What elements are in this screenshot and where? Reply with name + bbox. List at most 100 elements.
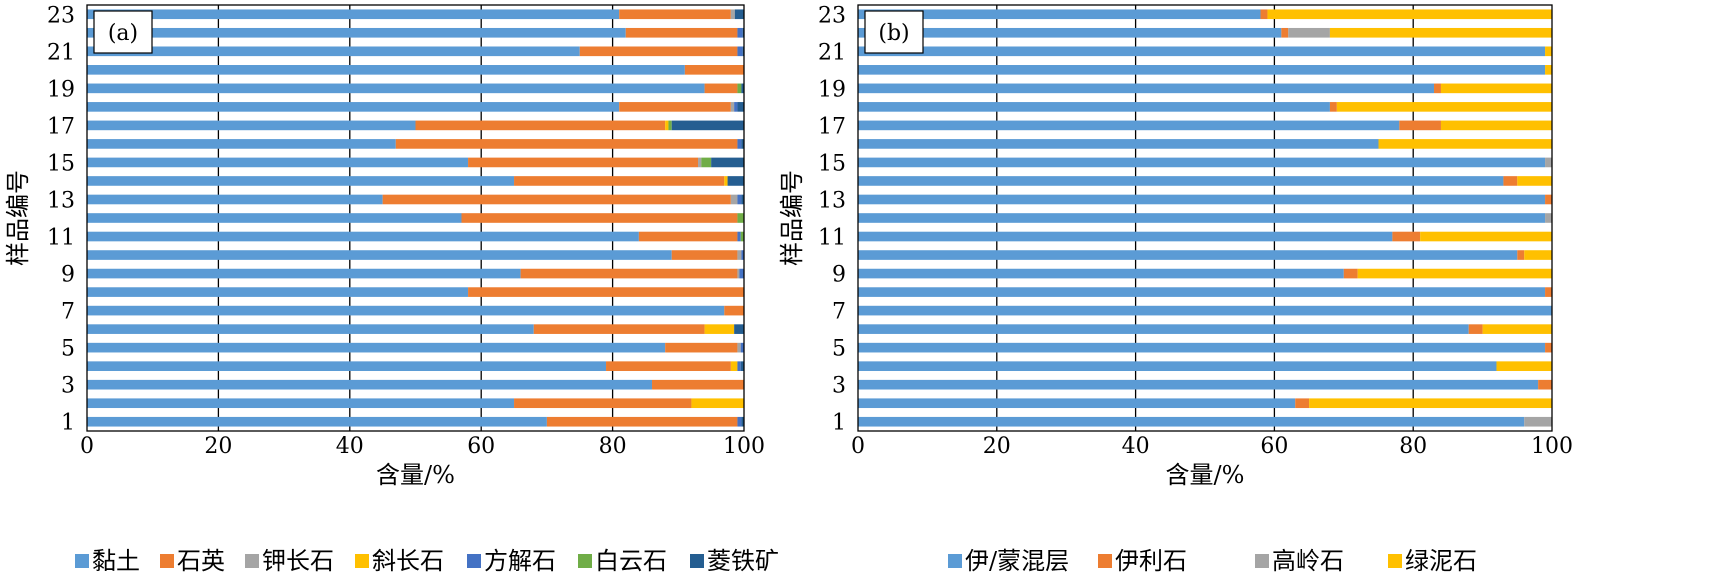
x-tick-label: 100 bbox=[723, 434, 765, 459]
bar-segment bbox=[87, 231, 639, 242]
bar-segment bbox=[858, 361, 1497, 371]
bar-segment bbox=[1545, 65, 1552, 75]
bar-segment bbox=[87, 416, 547, 427]
bar-segment bbox=[858, 398, 1296, 409]
y-tick-label: 9 bbox=[832, 263, 846, 288]
bar-segment bbox=[858, 65, 1546, 75]
bar-segment bbox=[1281, 27, 1289, 38]
bar-segment bbox=[858, 324, 1469, 334]
y-tick-label: 9 bbox=[61, 263, 75, 288]
bar-segment bbox=[1336, 102, 1552, 112]
bar-segment bbox=[1496, 361, 1552, 371]
bar-segment bbox=[734, 9, 744, 20]
bar-segment bbox=[858, 287, 1546, 297]
bar-segment bbox=[858, 9, 1261, 20]
plot-frame bbox=[86, 4, 745, 432]
bar-segment bbox=[1545, 157, 1552, 168]
legend-swatch bbox=[1255, 554, 1269, 568]
chart-panel-a: 0 20 40 60 80 1001357911131517192123含量/%样品编号(… bbox=[4, 3, 779, 575]
bar-segment bbox=[619, 9, 731, 20]
bar-segment bbox=[739, 268, 744, 279]
bar-segment bbox=[87, 9, 620, 20]
y-tick-label: 1 bbox=[61, 411, 75, 436]
y-tick-label: 1 bbox=[832, 411, 846, 436]
panel-label-box bbox=[93, 10, 153, 54]
bar-segment bbox=[1392, 231, 1421, 242]
x-tick-label: 80 bbox=[1399, 434, 1427, 459]
bar-segment bbox=[1329, 102, 1337, 112]
bar-segment bbox=[1378, 139, 1552, 149]
bar-segment bbox=[858, 231, 1393, 242]
panel-label: (a) bbox=[108, 21, 138, 46]
bar-segment bbox=[87, 398, 515, 409]
legend-label: 高岭石 bbox=[1272, 547, 1344, 575]
bar-segment bbox=[737, 194, 742, 205]
x-tick-label: 60 bbox=[1260, 434, 1288, 459]
x-tick-label: 0 bbox=[851, 434, 865, 459]
bar-segment bbox=[1524, 416, 1552, 427]
y-tick-label: 5 bbox=[61, 337, 75, 362]
bar-segment bbox=[668, 120, 672, 131]
legend-swatch bbox=[1388, 554, 1402, 568]
bar-segment bbox=[742, 46, 744, 57]
bar-segment bbox=[87, 324, 534, 334]
x-tick-label: 40 bbox=[336, 434, 364, 459]
bar-segment bbox=[1343, 268, 1358, 279]
legend-label: 伊利石 bbox=[1115, 547, 1187, 575]
bar-segment bbox=[684, 65, 744, 75]
bar-segment bbox=[730, 102, 735, 112]
bar-segment bbox=[737, 250, 742, 260]
bar-segment bbox=[395, 139, 738, 149]
bar-segment bbox=[737, 361, 741, 371]
bar-segment bbox=[87, 65, 685, 75]
bar-segment bbox=[711, 157, 744, 168]
bar-segment bbox=[546, 416, 738, 427]
bar-segment bbox=[619, 102, 731, 112]
bar-segment bbox=[858, 139, 1379, 149]
bar-segment bbox=[858, 46, 1546, 57]
bar-segment bbox=[87, 194, 383, 205]
bar-segment bbox=[1434, 83, 1441, 94]
bar-segment bbox=[1545, 342, 1552, 353]
bar-segment bbox=[1545, 194, 1552, 205]
bar-segment bbox=[1288, 27, 1330, 38]
legend-label: 菱铁矿 bbox=[707, 547, 779, 575]
bar-segment bbox=[1440, 120, 1552, 131]
bar-segment bbox=[704, 83, 738, 94]
bar-segment bbox=[730, 194, 738, 205]
legend-label: 白云石 bbox=[595, 547, 667, 575]
bar-segment bbox=[520, 268, 738, 279]
y-tick-label: 23 bbox=[47, 3, 75, 28]
legend-swatch bbox=[948, 554, 962, 568]
bar-segment bbox=[1524, 250, 1552, 260]
y-tick-label: 19 bbox=[47, 77, 75, 102]
bar-segment bbox=[858, 176, 1504, 186]
bar-segment bbox=[1357, 268, 1552, 279]
bar-segment bbox=[724, 305, 744, 316]
bar-segment bbox=[737, 231, 741, 242]
y-tick-label: 7 bbox=[61, 300, 75, 325]
bar-segment bbox=[87, 139, 396, 149]
legend-label: 方解石 bbox=[484, 547, 556, 575]
bar-segment bbox=[87, 250, 672, 260]
bar-segment bbox=[625, 27, 738, 38]
bar-segment bbox=[87, 342, 666, 353]
bar-segment bbox=[858, 305, 1552, 316]
bar-segment bbox=[741, 139, 744, 149]
bar-segment bbox=[382, 194, 731, 205]
bar-segment bbox=[858, 416, 1525, 427]
bar-segment bbox=[87, 361, 607, 371]
bar-segment bbox=[858, 157, 1546, 168]
legend-swatch bbox=[75, 554, 89, 568]
x-tick-label: 0 bbox=[80, 434, 94, 459]
bar-segment bbox=[737, 46, 743, 57]
bar-segment bbox=[1517, 250, 1525, 260]
x-tick-label: 60 bbox=[467, 434, 495, 459]
bar-segment bbox=[1517, 176, 1552, 186]
bar-segment bbox=[665, 120, 669, 131]
bar-segment bbox=[737, 83, 742, 94]
bar-segment bbox=[740, 342, 744, 353]
bar-segment bbox=[1482, 324, 1552, 334]
y-tick-label: 15 bbox=[818, 151, 846, 176]
